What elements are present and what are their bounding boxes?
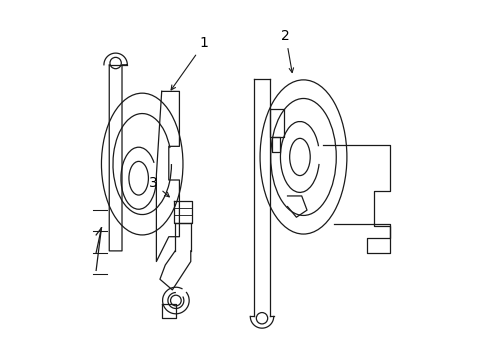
Text: 2: 2	[281, 29, 294, 73]
Text: 1: 1	[171, 36, 209, 90]
Text: 3: 3	[149, 176, 170, 197]
